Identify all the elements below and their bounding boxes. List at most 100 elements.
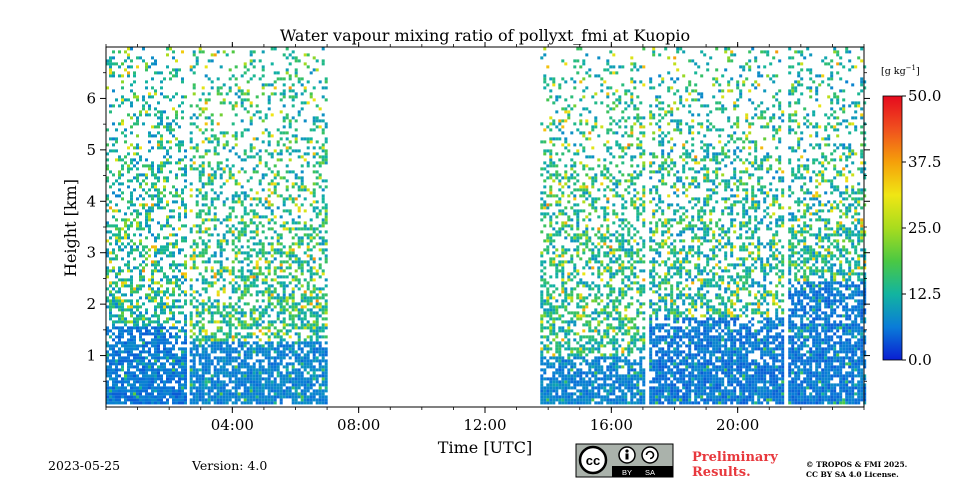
- heatmap-cell: [603, 344, 607, 348]
- heatmap-cell: [163, 320, 166, 324]
- heatmap-cell: [597, 323, 601, 327]
- heatmap-cell: [160, 395, 163, 399]
- heatmap-cell: [166, 245, 169, 249]
- heatmap-cell: [255, 317, 259, 321]
- heatmap-cell: [291, 323, 295, 327]
- heatmap-cell: [564, 380, 568, 384]
- heatmap-cell: [157, 188, 160, 192]
- heatmap-cell: [106, 254, 109, 258]
- heatmap-cell: [588, 212, 592, 216]
- heatmap-cell: [324, 215, 328, 219]
- heatmap-cell: [318, 401, 322, 405]
- heatmap-cell: [600, 308, 604, 312]
- heatmap-cell: [225, 362, 229, 366]
- heatmap-cell: [594, 260, 598, 264]
- heatmap-cell: [189, 266, 193, 270]
- heatmap-cell: [145, 350, 148, 354]
- heatmap-cell: [133, 395, 136, 399]
- heatmap-cell: [181, 374, 184, 378]
- heatmap-cell: [234, 356, 238, 360]
- heatmap-cell: [127, 284, 130, 288]
- heatmap-cell: [240, 311, 244, 315]
- heatmap-cell: [594, 254, 598, 258]
- heatmap-cell: [279, 299, 283, 303]
- heatmap-cell: [564, 332, 568, 336]
- heatmap-cell: [201, 110, 205, 114]
- heatmap-cell: [136, 389, 139, 393]
- heatmap-cell: [172, 95, 175, 99]
- heatmap-cell: [279, 152, 283, 156]
- heatmap-cell: [234, 332, 238, 336]
- heatmap-cell: [112, 257, 115, 261]
- heatmap-cell: [175, 143, 178, 147]
- heatmap-cell: [210, 398, 214, 402]
- heatmap-cell: [139, 401, 142, 405]
- heatmap-cell: [312, 356, 316, 360]
- heatmap-cell: [573, 338, 577, 342]
- heatmap-cell: [249, 356, 253, 360]
- heatmap-cell: [240, 98, 244, 102]
- heatmap-cell: [201, 239, 205, 243]
- heatmap-cell: [594, 308, 598, 312]
- heatmap-cell: [315, 356, 319, 360]
- heatmap-cell: [192, 254, 196, 258]
- heatmap-cell: [172, 281, 175, 285]
- heatmap-cell: [243, 350, 247, 354]
- heatmap-cell: [591, 398, 595, 402]
- heatmap-cell: [222, 383, 226, 387]
- heatmap-cell: [540, 374, 544, 378]
- heatmap-cell: [549, 188, 553, 192]
- heatmap-cell: [181, 197, 184, 201]
- heatmap-cell: [136, 209, 139, 213]
- heatmap-cell: [124, 299, 127, 303]
- heatmap-cell: [210, 176, 214, 180]
- heatmap-cell: [300, 356, 304, 360]
- heatmap-cell: [279, 344, 283, 348]
- heatmap-cell: [178, 104, 181, 108]
- heatmap-cell: [243, 257, 247, 261]
- heatmap-cell: [234, 347, 238, 351]
- heatmap-cell: [130, 377, 133, 381]
- heatmap-cell: [142, 341, 145, 345]
- heatmap-cell: [148, 320, 151, 324]
- heatmap-cell: [258, 398, 262, 402]
- heatmap-cell: [321, 197, 325, 201]
- heatmap-cell: [318, 257, 322, 261]
- heatmap-cell: [564, 293, 568, 297]
- heatmap-cell: [270, 254, 274, 258]
- heatmap-cell: [306, 284, 310, 288]
- heatmap-cell: [204, 386, 208, 390]
- heatmap-cell: [145, 224, 148, 228]
- heatmap-cell: [558, 305, 562, 309]
- heatmap-cell: [246, 128, 250, 132]
- heatmap-cell: [154, 251, 157, 255]
- heatmap-cell: [192, 344, 196, 348]
- heatmap-cell: [267, 293, 271, 297]
- heatmap-cell: [243, 323, 247, 327]
- heatmap-cell: [216, 242, 220, 246]
- heatmap-cell: [549, 263, 553, 267]
- heatmap-cell: [321, 158, 325, 162]
- heatmap-cell: [184, 263, 187, 267]
- heatmap-cell: [294, 305, 298, 309]
- heatmap-cell: [249, 149, 253, 153]
- heatmap-cell: [597, 248, 601, 252]
- heatmap-cell: [172, 356, 175, 360]
- heatmap-cell: [163, 224, 166, 228]
- heatmap-cell: [207, 260, 211, 264]
- heatmap-cell: [294, 350, 298, 354]
- heatmap-cell: [163, 236, 166, 240]
- heatmap-cell: [570, 350, 574, 354]
- heatmap-cell: [597, 272, 601, 276]
- heatmap-cell: [178, 140, 181, 144]
- heatmap-cell: [240, 395, 244, 399]
- heatmap-cell: [324, 362, 328, 366]
- heatmap-cell: [297, 371, 301, 375]
- heatmap-cell: [160, 362, 163, 366]
- heatmap-cell: [255, 251, 259, 255]
- heatmap-cell: [237, 230, 241, 234]
- heatmap-cell: [210, 335, 214, 339]
- heatmap-cell: [157, 233, 160, 237]
- heatmap-cell: [219, 260, 223, 264]
- heatmap-cell: [166, 128, 169, 132]
